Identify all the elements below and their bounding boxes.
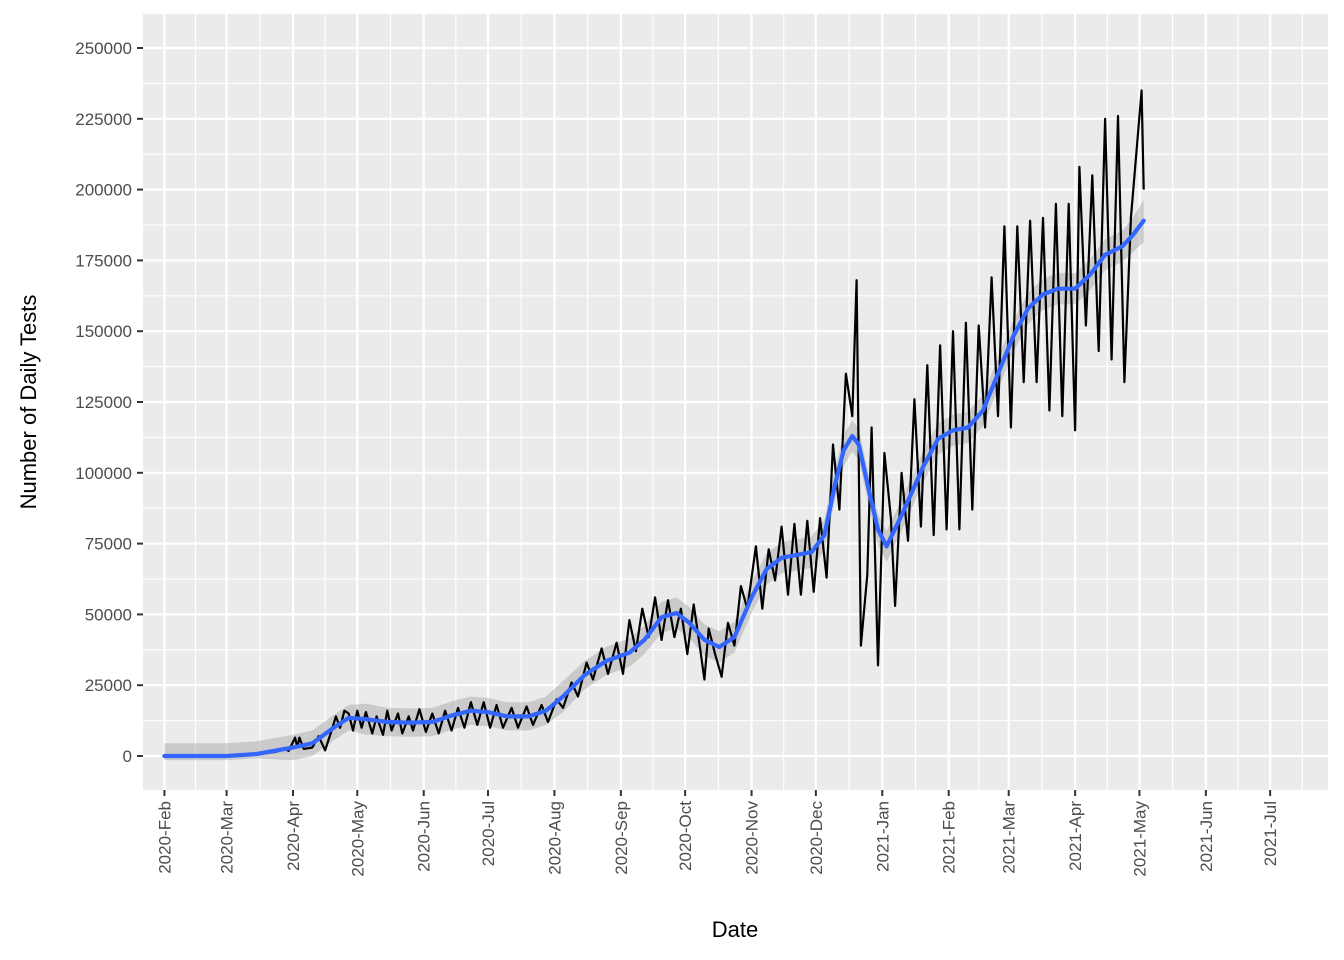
x-axis: 2020-Feb 2020-Mar 2020-Apr 2020-May 2020-Jun… [155, 790, 1280, 877]
x-tick-label: 2021-May [1130, 801, 1149, 877]
y-tick-label: 175000 [75, 251, 132, 270]
smoothed-trend-line [162, 218, 1146, 759]
x-tick-label: 2020-Jun [415, 801, 434, 872]
x-tick-label: 2021-Jan [873, 801, 892, 872]
y-tick-label: 0 [123, 747, 132, 766]
y-tick-label: 150000 [75, 322, 132, 341]
y-tick-label: 50000 [85, 605, 132, 624]
x-tick-label: 2020-Sep [612, 801, 631, 875]
x-tick-label: 2020-Oct [676, 801, 695, 871]
y-tick-label: 75000 [85, 535, 132, 554]
y-tick-label: 200000 [75, 181, 132, 200]
x-tick-label: 2021-Jul [1261, 801, 1280, 866]
x-tick-label: 2021-Feb [940, 801, 959, 874]
y-tick-label: 100000 [75, 464, 132, 483]
y-tick-label: 125000 [75, 393, 132, 412]
x-tick-label: 2021-Apr [1066, 801, 1085, 871]
x-tick-label: 2021-Jun [1197, 801, 1216, 872]
x-tick-label: 2020-Nov [743, 801, 762, 875]
x-tick-label: 2020-May [348, 801, 367, 877]
x-tick-label: 2020-Mar [218, 801, 237, 874]
x-tick-label: 2020-Jul [479, 801, 498, 866]
y-axis: 0 25000 50000 75000 100000 125000 150000 175000… [75, 39, 143, 766]
x-tick-label: 2020-Feb [155, 801, 174, 874]
y-tick-label: 225000 [75, 110, 132, 129]
x-tick-label: 2020-Aug [545, 801, 564, 875]
x-tick-label: 2020-Apr [284, 801, 303, 871]
daily-tests-line [164, 89, 1145, 758]
x-tick-label: 2021-Mar [1000, 801, 1019, 874]
y-axis-title: Number of Daily Tests [16, 295, 41, 510]
y-tick-label: 250000 [75, 39, 132, 58]
x-axis-title: Date [712, 917, 758, 942]
x-tick-label: 2020-Dec [807, 801, 826, 875]
major-gridlines [143, 14, 1328, 790]
y-tick-label: 25000 [85, 676, 132, 695]
